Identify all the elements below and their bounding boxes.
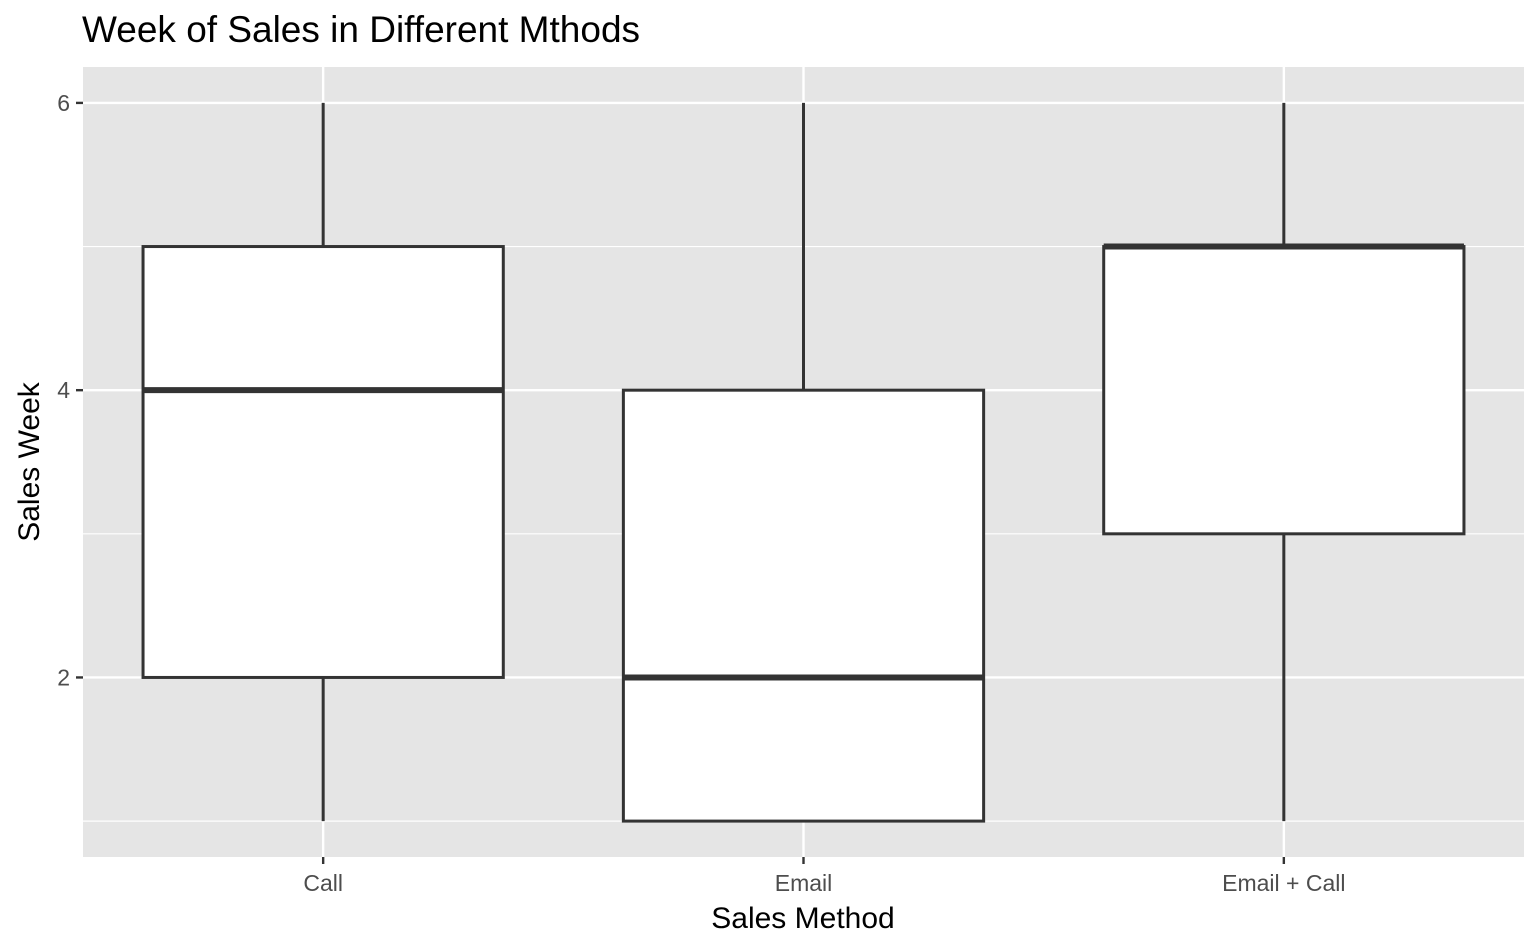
y-tick-label: 2 xyxy=(57,664,70,690)
y-tick-label: 4 xyxy=(57,377,70,403)
box-body xyxy=(1102,245,1466,536)
axes: 2 4 6 Call Email Email + Call xyxy=(57,90,1345,896)
chart-title: Week of Sales in Different Mthods xyxy=(82,9,640,50)
box-email xyxy=(621,102,986,823)
x-tick-label: Email + Call xyxy=(1222,870,1345,896)
box-body xyxy=(621,388,986,823)
box-email-call xyxy=(1102,102,1466,822)
x-tick-label: Call xyxy=(303,870,343,896)
boxes xyxy=(141,102,1466,823)
x-axis-title: Sales Method xyxy=(711,902,894,935)
y-axis-title: Sales Week xyxy=(13,381,46,542)
x-tick-label: Email xyxy=(775,870,833,896)
box-call xyxy=(141,102,505,822)
box-body xyxy=(141,245,505,679)
y-tick-label: 6 xyxy=(57,90,70,116)
